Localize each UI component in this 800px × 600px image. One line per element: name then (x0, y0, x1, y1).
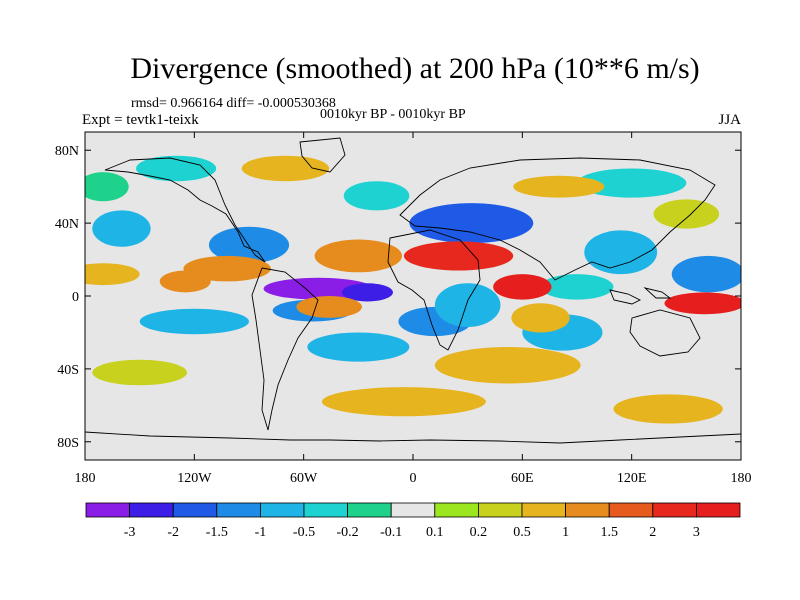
colorbar-label-0: -3 (124, 525, 136, 540)
lon-tick-label-6: 180 (731, 471, 752, 486)
colorbar-swatch-5 (303, 502, 348, 518)
coastline-indonesia (609, 287, 672, 305)
field-region-24 (664, 292, 741, 315)
colorbar-label-13: 3 (693, 525, 700, 540)
field-region-18 (85, 263, 140, 286)
lat-tick-label-4: 80S (57, 436, 79, 451)
colorbar-swatch-2 (172, 502, 218, 518)
longitude-axis: 180 120W 60W 0 60E 120E 180 (75, 132, 752, 486)
field-region-25 (296, 296, 362, 318)
colorbar-label-11: 1.5 (600, 525, 618, 540)
colorbar-swatch-0 (85, 502, 130, 518)
colorbar-swatch-14 (696, 502, 741, 518)
colorbar-swatch-10 (521, 502, 566, 518)
field-region-22 (403, 241, 514, 271)
field-region-17 (540, 274, 614, 300)
period-line: 0010kyr BP - 0010kyr BP (320, 107, 466, 122)
colorbar-label-5: -0.2 (337, 525, 359, 540)
colorbar-swatch-7 (390, 502, 436, 518)
coastline-greenland (299, 137, 346, 173)
field-region-27 (434, 347, 581, 384)
lon-tick-label-0: 180 (75, 471, 96, 486)
field-region-6 (584, 230, 658, 275)
field-region-13 (577, 168, 687, 198)
colorbar-label-8: 0.2 (470, 525, 488, 540)
lon-tick-label-4: 60E (511, 471, 534, 486)
field-region-14 (136, 155, 217, 182)
coastline-eurasia (399, 157, 716, 281)
field-region-4 (92, 210, 151, 247)
field-region-16 (343, 181, 410, 211)
colorbar-swatch-8 (434, 502, 479, 518)
field-region-3 (208, 226, 290, 264)
field-region-26 (511, 303, 570, 333)
field-region-33 (653, 199, 720, 229)
colorbar: -3 -2 -1.5 -1 -0.5 -0.2 -0.1 0.1 0.2 0.5 1 1.5 2 3 (85, 502, 741, 540)
coastline-antarctica (85, 431, 741, 444)
stats-line: rmsd= 0.966164 diff= -0.000530368 (131, 96, 336, 111)
colorbar-label-7: 0.1 (426, 525, 444, 540)
colorbar-label-3: -1 (255, 525, 267, 540)
colorbar-label-6: -0.1 (380, 525, 402, 540)
colorbar-swatch-13 (652, 502, 697, 518)
field-region-12 (307, 332, 410, 362)
field-region-20 (159, 270, 211, 293)
lon-tick-label-3: 0 (410, 471, 417, 486)
field-region-23 (493, 274, 552, 300)
field-region-10 (139, 308, 249, 335)
field-region-32 (513, 175, 605, 198)
colorbar-label-12: 2 (649, 525, 656, 540)
field-region-28 (321, 387, 486, 417)
colorbar-label-2: -1.5 (206, 525, 228, 540)
lon-tick-label-1: 120W (177, 471, 212, 486)
coastline-north-america (104, 157, 266, 263)
coastline-africa (387, 229, 481, 351)
colorbar-swatch-9 (477, 502, 523, 518)
field-region-5 (671, 255, 741, 293)
lon-tick-label-5: 120E (617, 471, 647, 486)
experiment-label: Expt = tevtk1-teixk (82, 112, 199, 128)
colorbar-label-9: 0.5 (513, 525, 531, 540)
coastline-australia (629, 309, 701, 357)
colorbar-swatch-11 (565, 502, 610, 518)
colorbar-swatch-6 (347, 502, 392, 518)
coastline-south-america (251, 267, 319, 431)
field-region-30 (613, 394, 723, 424)
latitude-axis: 80N 40N 0 40S 80S (55, 144, 741, 451)
colorbar-swatch-3 (216, 502, 261, 518)
colorbar-label-10: 1 (562, 525, 569, 540)
lat-tick-label-1: 40N (55, 217, 79, 232)
coastlines (85, 137, 741, 444)
lat-tick-label-3: 40S (57, 363, 79, 378)
field-region-21 (314, 239, 403, 273)
field-region-9 (434, 283, 501, 327)
divergence-field (85, 155, 741, 424)
lon-tick-label-2: 60W (290, 471, 318, 486)
colorbar-label-1: -2 (167, 525, 179, 540)
field-region-15 (85, 172, 129, 202)
field-region-29 (92, 359, 188, 386)
colorbar-swatch-12 (608, 502, 654, 518)
field-region-2 (409, 203, 534, 244)
colorbar-label-4: -0.5 (293, 525, 315, 540)
lat-tick-label-0: 80N (55, 144, 79, 159)
colorbar-swatch-4 (259, 502, 305, 518)
lat-tick-label-2: 0 (72, 290, 79, 305)
colorbar-swatch-1 (129, 502, 174, 518)
map-title: Divergence (smoothed) at 200 hPa (10**6 … (130, 52, 700, 85)
season-label: JJA (718, 112, 741, 128)
field-region-1 (341, 283, 393, 302)
